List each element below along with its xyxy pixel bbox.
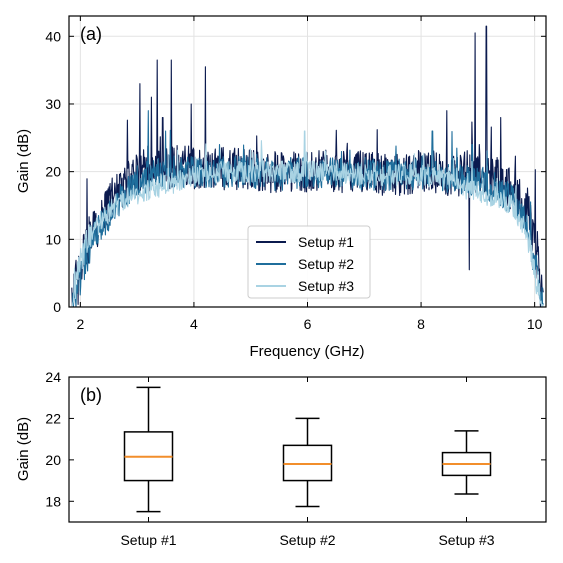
panel-label-b: (b) xyxy=(80,385,102,405)
boxes-group xyxy=(123,386,492,513)
series-group xyxy=(71,25,544,307)
y-tick-label-b: 18 xyxy=(45,493,61,509)
ticks-b: 18 20 22 24 Setup #1 Setup #2 Setup #3 xyxy=(45,369,546,548)
x-tick-label: 10 xyxy=(527,316,543,332)
y-tick-label: 20 xyxy=(45,164,61,180)
series-line-setup-2 xyxy=(71,110,544,307)
legend-box xyxy=(247,225,371,299)
y-tick-label-b: 20 xyxy=(45,452,61,468)
y-axis-title-b: Gain (dB) xyxy=(15,417,32,481)
box-setup-1 xyxy=(123,386,174,513)
x-tick-label: 6 xyxy=(304,316,312,332)
y-tick-label: 30 xyxy=(45,96,61,112)
x-tick-label: 8 xyxy=(417,316,425,332)
category-label-setup-3: Setup #3 xyxy=(438,532,494,548)
legend-label-setup-2: Setup #2 xyxy=(298,256,354,272)
box-setup-2 xyxy=(282,417,333,508)
legend-label-setup-1: Setup #1 xyxy=(298,234,354,250)
category-label-setup-1: Setup #1 xyxy=(120,532,176,548)
plot-frame-b xyxy=(68,376,547,523)
panel-a: 2 4 6 8 10 0 10 20 30 40 (a) Frequency (GHz) Gain… xyxy=(15,15,547,360)
legend: Setup #1 Setup #2 Setup #3 xyxy=(247,225,371,299)
plot-frame-a xyxy=(68,15,547,308)
panel-label-a: (a) xyxy=(80,24,102,44)
y-tick-label: 0 xyxy=(53,299,61,315)
x-tick-label: 4 xyxy=(190,316,198,332)
box-setup-3 xyxy=(441,430,492,495)
series-line-setup-3 xyxy=(71,130,544,307)
y-axis-title-a: Gain (dB) xyxy=(15,129,32,193)
y-tick-label: 40 xyxy=(45,28,61,44)
x-axis-title: Frequency (GHz) xyxy=(249,343,364,360)
y-tick-label-b: 22 xyxy=(45,410,61,426)
legend-label-setup-3: Setup #3 xyxy=(298,278,354,294)
box-iqr xyxy=(282,444,333,482)
panel-b: 18 20 22 24 Setup #1 Setup #2 Setup #3 (b) Gai… xyxy=(15,369,547,548)
y-tick-label: 10 xyxy=(45,231,61,247)
ticks-a: 2 4 6 8 10 0 10 20 30 40 xyxy=(45,16,546,332)
y-tick-label-b: 24 xyxy=(45,369,61,385)
x-tick-label: 2 xyxy=(76,316,84,332)
category-label-setup-2: Setup #2 xyxy=(279,532,335,548)
